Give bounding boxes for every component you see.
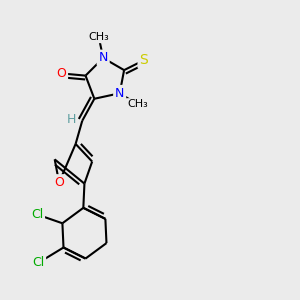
Text: H: H <box>67 113 76 126</box>
Text: CH₃: CH₃ <box>127 99 148 109</box>
Text: O: O <box>54 176 64 189</box>
Text: N: N <box>115 87 124 100</box>
Text: Cl: Cl <box>31 208 43 221</box>
Text: N: N <box>98 52 108 64</box>
Text: Cl: Cl <box>32 256 44 269</box>
Text: S: S <box>140 53 148 67</box>
Text: O: O <box>56 67 66 80</box>
Text: CH₃: CH₃ <box>88 32 109 42</box>
